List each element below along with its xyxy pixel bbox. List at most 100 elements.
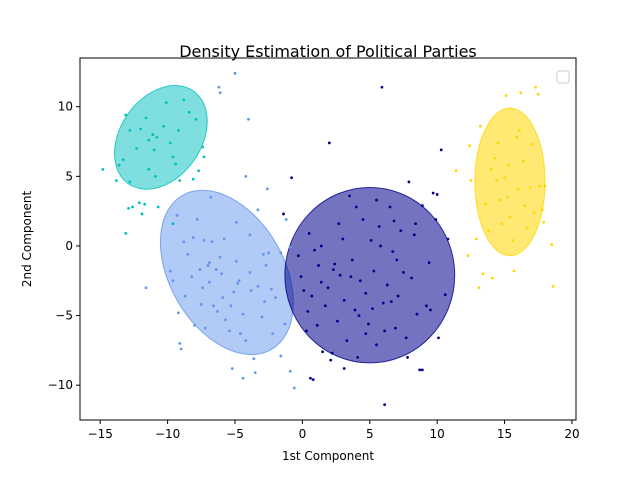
- data-point-cluster-2: [206, 264, 210, 267]
- data-point-cluster-2: [271, 332, 275, 336]
- data-point-cluster-2: [224, 318, 227, 322]
- x-tick-label: 15: [497, 427, 512, 441]
- data-point-cluster-3: [392, 219, 396, 223]
- data-point-cluster-2: [218, 255, 222, 259]
- data-point-cluster-2: [209, 195, 213, 199]
- data-point-cluster-2: [253, 371, 257, 375]
- data-point-cluster-3: [434, 218, 438, 221]
- data-point-cluster-2: [238, 332, 242, 336]
- data-point-cluster-2: [283, 322, 287, 326]
- y-axis-label: 2nd Component: [20, 191, 34, 288]
- data-point-cluster-3: [431, 191, 435, 195]
- x-tick-label: 10: [430, 427, 445, 441]
- data-point-cluster-2: [144, 286, 148, 290]
- data-point-cluster-1: [201, 145, 205, 149]
- data-point-cluster-3: [377, 225, 381, 228]
- data-point-cluster-3: [435, 193, 439, 196]
- data-point-cluster-2: [252, 357, 256, 361]
- data-point-cluster-1: [137, 201, 141, 205]
- data-point-cluster-3: [310, 294, 314, 298]
- data-point-cluster-2: [190, 275, 194, 278]
- data-point-cluster-1: [176, 129, 180, 132]
- data-point-cluster-3: [418, 368, 422, 372]
- data-point-cluster-3: [380, 85, 384, 89]
- data-point-cluster-3: [406, 355, 409, 359]
- data-point-cluster-3: [420, 204, 424, 207]
- data-point-cluster-2: [229, 304, 233, 308]
- data-point-cluster-2: [216, 310, 219, 313]
- data-point-cluster-3: [354, 205, 358, 209]
- data-point-cluster-4: [489, 167, 493, 171]
- data-point-cluster-3: [319, 244, 323, 248]
- data-point-cluster-1: [178, 179, 182, 182]
- y-tick-label: −5: [55, 309, 73, 323]
- data-point-cluster-2: [279, 354, 283, 358]
- data-point-cluster-3: [353, 308, 357, 312]
- data-point-cluster-2: [207, 261, 211, 265]
- data-point-cluster-2: [207, 280, 211, 284]
- data-point-cluster-4: [496, 141, 500, 145]
- data-point-cluster-3: [383, 329, 387, 333]
- data-point-cluster-2: [228, 329, 232, 333]
- data-point-cluster-2: [264, 264, 268, 267]
- data-point-cluster-3: [319, 280, 323, 284]
- data-point-cluster-3: [326, 286, 330, 290]
- data-point-cluster-4: [512, 269, 516, 273]
- data-point-cluster-3: [306, 310, 310, 313]
- data-point-cluster-3: [369, 238, 373, 242]
- data-point-cluster-2: [179, 347, 183, 351]
- data-point-cluster-2: [260, 315, 264, 319]
- data-point-cluster-2: [221, 296, 225, 299]
- data-point-cluster-3: [407, 180, 411, 184]
- x-axis: −15 −10 −5 0 5 10 15 20: [88, 420, 580, 441]
- data-point-cluster-3: [338, 273, 342, 277]
- data-point-cluster-3: [290, 176, 294, 180]
- data-point-cluster-3: [329, 358, 333, 362]
- data-point-cluster-2: [279, 251, 283, 255]
- data-point-cluster-2: [201, 286, 205, 290]
- data-point-cluster-3: [342, 367, 346, 370]
- data-point-cluster-4: [454, 169, 458, 173]
- data-point-cluster-2: [234, 259, 238, 263]
- data-point-cluster-3: [336, 319, 339, 323]
- data-point-cluster-1: [162, 124, 165, 128]
- data-point-cluster-3: [388, 205, 392, 209]
- data-point-cluster-1: [124, 232, 128, 235]
- data-point-cluster-2: [186, 252, 190, 256]
- data-point-cluster-1: [144, 116, 148, 120]
- density-ellipse-2: [159, 189, 294, 356]
- data-point-cluster-3: [342, 298, 346, 302]
- data-point-cluster-1: [187, 110, 191, 114]
- data-point-cluster-3: [302, 289, 306, 292]
- data-point-cluster-3: [412, 233, 416, 237]
- data-point-cluster-4: [522, 159, 525, 163]
- data-point-cluster-2: [182, 240, 186, 244]
- data-point-cluster-3: [385, 283, 389, 287]
- data-point-cluster-3: [337, 222, 341, 226]
- data-point-cluster-3: [307, 232, 311, 235]
- data-point-cluster-3: [364, 291, 368, 295]
- data-point-cluster-1: [128, 180, 132, 184]
- data-point-cluster-3: [402, 271, 405, 274]
- y-tick-label: 10: [58, 100, 73, 114]
- data-point-cluster-2: [234, 220, 238, 224]
- data-point-cluster-3: [317, 264, 320, 267]
- data-point-cluster-3: [345, 339, 349, 343]
- data-point-cluster-2: [202, 238, 206, 242]
- data-point-cluster-3: [389, 300, 393, 304]
- data-point-cluster-2: [292, 386, 296, 390]
- data-point-cluster-3: [299, 275, 303, 278]
- data-point-cluster-2: [241, 312, 245, 316]
- data-point-cluster-2: [193, 323, 196, 327]
- data-point-cluster-1: [168, 141, 172, 145]
- data-point-cluster-3: [446, 237, 450, 241]
- data-point-cluster-3: [429, 308, 432, 312]
- data-point-cluster-2: [199, 303, 203, 306]
- x-tick-label: −5: [226, 427, 244, 441]
- data-point-cluster-2: [244, 174, 248, 178]
- data-point-cluster-2: [233, 71, 237, 75]
- data-point-cluster-3: [443, 293, 447, 297]
- data-point-cluster-2: [195, 218, 199, 221]
- data-point-cluster-1: [101, 167, 105, 171]
- data-point-cluster-3: [383, 403, 387, 407]
